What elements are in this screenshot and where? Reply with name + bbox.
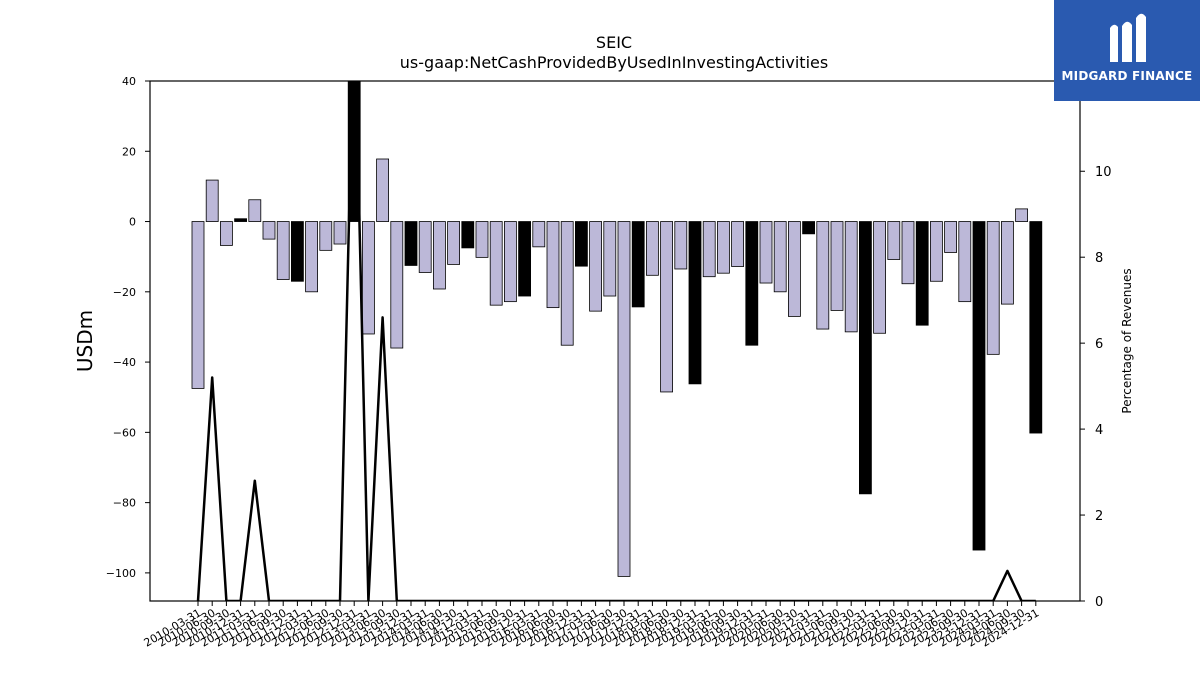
bar-2012-09-30 <box>333 221 347 245</box>
y2-tick-label: 2 <box>1095 509 1103 524</box>
bar-2021-09-30 <box>844 221 858 333</box>
bar-2018-12-31 <box>688 221 702 385</box>
y-tick-label: −20 <box>113 286 136 299</box>
bar-2011-03-31 <box>248 199 262 222</box>
y-tick-label: 0 <box>129 216 136 229</box>
bar-2013-03-31 <box>361 221 375 335</box>
chart-subtitle: us-gaap:NetCashProvidedByUsedInInvesting… <box>400 53 828 72</box>
y2-axis-ticks: 0 2 4 6 8 10 <box>1080 165 1112 610</box>
bar-2019-09-30 <box>731 221 744 267</box>
bar-2019-03-31 <box>702 221 716 278</box>
y-tick-label: 20 <box>122 145 136 158</box>
bar-2013-09-30 <box>390 221 404 349</box>
y2-tick-label: 8 <box>1095 251 1103 266</box>
bar-2021-12-31 <box>859 221 872 495</box>
logo-text: MIDGARD FINANCE <box>1061 69 1193 83</box>
y2-tick-label: 4 <box>1095 423 1103 438</box>
bar-2014-06-30 <box>432 221 446 290</box>
bar-2022-06-30 <box>887 221 901 260</box>
bar-2013-06-30 <box>376 158 390 222</box>
bar-2016-03-31 <box>532 221 546 248</box>
bar-2022-03-31 <box>873 221 886 334</box>
bar-2021-06-30 <box>830 221 844 311</box>
bar-2016-09-30 <box>560 221 574 346</box>
bar-2010-03-31 <box>191 221 205 389</box>
bar-2020-06-30 <box>773 221 787 293</box>
bar-2011-06-30 <box>262 221 276 240</box>
bar-2017-12-31 <box>631 221 645 308</box>
bar-2010-09-30 <box>219 221 233 246</box>
bar-2024-03-31 <box>986 221 1000 355</box>
bar-2015-03-31 <box>475 221 489 258</box>
bars <box>191 81 1043 577</box>
x-axis-ticks: 2010-03-312010-06-302010-09-302010-12-31… <box>142 601 1041 650</box>
bar-2017-03-31 <box>589 221 602 312</box>
bar-2014-12-31 <box>461 221 475 249</box>
bar-2012-03-31 <box>305 221 319 293</box>
bar-2015-06-30 <box>489 221 503 306</box>
bar-2011-12-31 <box>290 221 304 282</box>
y-tick-label: −40 <box>113 356 136 369</box>
midgard-logo-icon <box>1110 13 1146 62</box>
bar-2019-06-30 <box>717 221 730 274</box>
y-tick-label: −80 <box>113 497 136 510</box>
bar-2024-06-30 <box>1001 221 1014 305</box>
bar-2015-12-31 <box>518 221 531 297</box>
y-axis-label: USDm <box>73 310 97 372</box>
bar-2013-12-31 <box>404 221 418 266</box>
y2-tick-label: 6 <box>1095 337 1103 352</box>
bar-2020-09-30 <box>788 221 801 317</box>
bar-2018-09-30 <box>674 221 688 270</box>
bar-2016-12-31 <box>575 221 588 267</box>
bar-2017-09-30 <box>617 221 631 577</box>
bar-2020-03-31 <box>759 221 773 284</box>
bar-2015-09-30 <box>503 221 517 303</box>
bar-2022-09-30 <box>901 221 915 285</box>
y-tick-label: −60 <box>113 426 136 439</box>
bar-2023-12-31 <box>972 221 986 551</box>
bar-2018-03-31 <box>646 221 659 276</box>
bar-2014-09-30 <box>447 221 461 265</box>
y2-tick-label: 0 <box>1095 595 1103 610</box>
y2-axis-label: Percentage of Revenues <box>1120 268 1134 413</box>
y-axis-ticks: 40 20 0 −20 −40 −60 −80 −100 <box>106 75 150 580</box>
bar-2010-12-31 <box>234 218 248 222</box>
bar-2018-06-30 <box>660 221 673 393</box>
revenue-percentage-line <box>196 81 1036 601</box>
bar-2011-09-30 <box>276 221 290 280</box>
bar-2020-12-31 <box>802 221 815 235</box>
bar-2017-06-30 <box>603 221 617 297</box>
y-tick-label: −100 <box>106 567 136 580</box>
bar-2024-12-31 <box>1029 221 1043 434</box>
bar-2023-06-30 <box>944 221 957 253</box>
chart-title: SEIC <box>596 33 632 52</box>
bar-2023-03-31 <box>930 221 943 282</box>
midgard-logo: MIDGARD FINANCE <box>1054 0 1200 101</box>
bar-2016-06-30 <box>546 221 560 309</box>
plot-frame <box>149 80 1081 602</box>
y-tick-label: 40 <box>122 75 136 88</box>
bar-2019-12-31 <box>745 221 759 346</box>
bar-2010-06-30 <box>205 179 219 222</box>
bar-2024-09-30 <box>1015 208 1028 222</box>
line-series <box>196 81 1036 601</box>
bar-2012-06-30 <box>319 221 333 251</box>
bar-2021-03-31 <box>816 221 830 330</box>
bar-2014-03-31 <box>418 221 432 273</box>
bar-2022-12-31 <box>915 221 929 326</box>
bar-2023-09-30 <box>958 221 972 303</box>
y2-tick-label: 10 <box>1095 165 1112 180</box>
